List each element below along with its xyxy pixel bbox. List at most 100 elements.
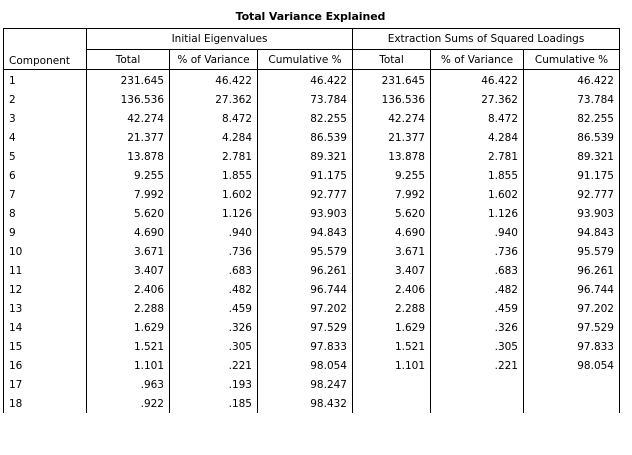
init-pct-cell: 1.126 (169, 204, 258, 223)
init-pct-variance-header: % of Variance (169, 49, 258, 70)
ext-total-cell: 1.629 (352, 318, 431, 337)
ext-cumulative-cell (523, 375, 620, 394)
ext-total-cell: 9.255 (352, 166, 431, 185)
component-cell: 8 (3, 204, 87, 223)
ext-total-cell: 3.407 (352, 261, 431, 280)
ext-pct-cell: 1.855 (430, 166, 524, 185)
ext-total-cell: 2.406 (352, 280, 431, 299)
ext-total-cell: 13.878 (352, 147, 431, 166)
init-cumulative-cell: 73.784 (257, 90, 353, 109)
ext-total-cell: 1.521 (352, 337, 431, 356)
init-pct-cell: .221 (169, 356, 258, 375)
init-total-cell: 1.629 (86, 318, 170, 337)
ext-pct-cell: .683 (430, 261, 524, 280)
init-total-cell: 136.536 (86, 90, 170, 109)
init-total-cell: 13.878 (86, 147, 170, 166)
ext-total-cell: 2.288 (352, 299, 431, 318)
component-cell: 6 (3, 166, 87, 185)
table-row: 10 3.671.736 95.579 3.671.736 95.579 (3, 242, 620, 261)
table-row: 8 5.620 1.126 93.903 5.620 1.126 93.903 (3, 204, 620, 223)
ext-pct-cell: .736 (430, 242, 524, 261)
init-cumulative-cell: 95.579 (257, 242, 353, 261)
init-total-header: Total (86, 49, 170, 70)
init-total-cell: 1.101 (86, 356, 170, 375)
ext-cumulative-cell: 97.529 (523, 318, 620, 337)
component-cell: 17 (3, 375, 87, 394)
table-row: 7 7.992 1.602 92.777 7.992 1.602 92.777 (3, 185, 620, 204)
table-row: 5 13.878 2.781 89.321 13.878 2.781 89.321 (3, 147, 620, 166)
extraction-sums-header: Extraction Sums of Squared Loadings (352, 28, 620, 50)
init-pct-cell: 2.781 (169, 147, 258, 166)
init-total-cell: 42.274 (86, 109, 170, 128)
init-total-cell: 21.377 (86, 128, 170, 147)
init-pct-cell: .459 (169, 299, 258, 318)
init-total-cell: 1.521 (86, 337, 170, 356)
ext-cumulative-cell: 92.777 (523, 185, 620, 204)
table-row: 4 21.377 4.284 86.539 21.377 4.284 86.539 (3, 128, 620, 147)
ext-pct-cell: 2.781 (430, 147, 524, 166)
ext-cumulative-cell: 82.255 (523, 109, 620, 128)
component-cell: 10 (3, 242, 87, 261)
ext-total-cell: 1.101 (352, 356, 431, 375)
table-row: 3 42.274 8.472 82.255 42.274 8.472 82.255 (3, 109, 620, 128)
init-pct-cell: 46.422 (169, 69, 258, 90)
component-cell: 7 (3, 185, 87, 204)
ext-cumulative-cell: 86.539 (523, 128, 620, 147)
component-cell: 5 (3, 147, 87, 166)
ext-pct-variance-header: % of Variance (430, 49, 524, 70)
init-cumulative-cell: 98.054 (257, 356, 353, 375)
init-cumulative-cell: 46.422 (257, 69, 353, 90)
init-cumulative-cell: 93.903 (257, 204, 353, 223)
init-cumulative-header: Cumulative % (257, 49, 353, 70)
init-pct-cell: .305 (169, 337, 258, 356)
component-header: Component (3, 28, 87, 70)
table-body: 1 231.645 46.422 46.422 231.645 46.422 46.422 2… (3, 69, 620, 413)
ext-total-cell: 4.690 (352, 223, 431, 242)
table-row: 17.963.193 98.247 (3, 375, 620, 394)
ext-cumulative-header: Cumulative % (523, 49, 620, 70)
ext-total-cell (352, 375, 431, 394)
table-row: 13 2.288.459 97.202 2.288.459 97.202 (3, 299, 620, 318)
ext-total-cell: 231.645 (352, 69, 431, 90)
init-cumulative-cell: 98.247 (257, 375, 353, 394)
init-cumulative-cell: 82.255 (257, 109, 353, 128)
init-pct-cell: .482 (169, 280, 258, 299)
ext-pct-cell: .459 (430, 299, 524, 318)
ext-pct-cell: .221 (430, 356, 524, 375)
init-pct-cell: .736 (169, 242, 258, 261)
ext-cumulative-cell: 73.784 (523, 90, 620, 109)
ext-pct-cell: 4.284 (430, 128, 524, 147)
table-row: 1 231.645 46.422 46.422 231.645 46.422 46.422 (3, 69, 620, 90)
init-cumulative-cell: 98.432 (257, 394, 353, 413)
init-total-cell: 5.620 (86, 204, 170, 223)
component-cell: 18 (3, 394, 87, 413)
component-cell: 16 (3, 356, 87, 375)
ext-cumulative-cell (523, 394, 620, 413)
init-cumulative-cell: 96.261 (257, 261, 353, 280)
component-cell: 13 (3, 299, 87, 318)
init-pct-cell: 27.362 (169, 90, 258, 109)
ext-total-cell: 7.992 (352, 185, 431, 204)
component-cell: 11 (3, 261, 87, 280)
ext-cumulative-cell: 93.903 (523, 204, 620, 223)
component-cell: 12 (3, 280, 87, 299)
ext-pct-cell: 46.422 (430, 69, 524, 90)
init-pct-cell: .326 (169, 318, 258, 337)
init-total-cell: 7.992 (86, 185, 170, 204)
init-pct-cell: 4.284 (169, 128, 258, 147)
init-pct-cell: .185 (169, 394, 258, 413)
ext-pct-cell: .482 (430, 280, 524, 299)
init-cumulative-cell: 97.202 (257, 299, 353, 318)
ext-pct-cell: 1.602 (430, 185, 524, 204)
table-title: Total Variance Explained (235, 10, 386, 23)
init-total-cell: 3.407 (86, 261, 170, 280)
ext-pct-cell: 8.472 (430, 109, 524, 128)
init-total-cell: 3.671 (86, 242, 170, 261)
ext-total-header: Total (352, 49, 431, 70)
ext-pct-cell (430, 394, 524, 413)
init-total-cell: .922 (86, 394, 170, 413)
init-pct-cell: .683 (169, 261, 258, 280)
component-cell: 9 (3, 223, 87, 242)
component-cell: 3 (3, 109, 87, 128)
ext-cumulative-cell: 95.579 (523, 242, 620, 261)
